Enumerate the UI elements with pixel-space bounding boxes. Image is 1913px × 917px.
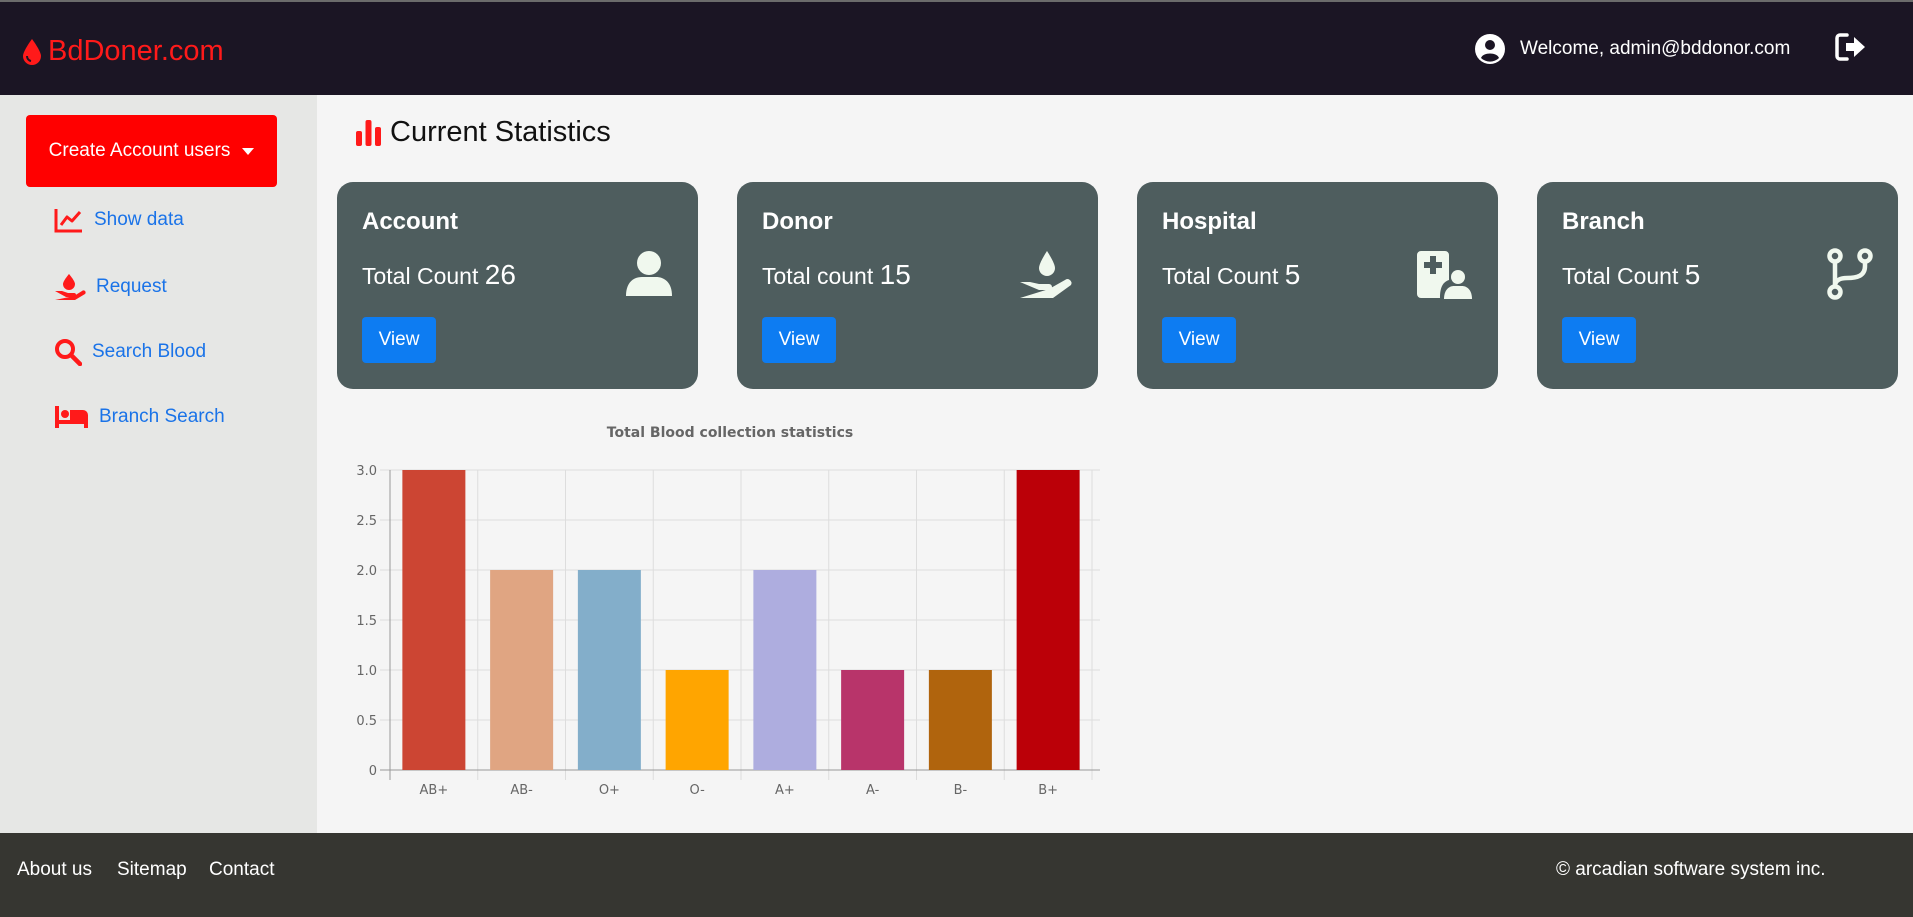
blood-collection-chart: Total Blood collection statistics 0 0.5 1.…	[340, 425, 1100, 795]
y-tick-label: 2.5	[356, 514, 377, 529]
account-view-button[interactable]: View	[362, 317, 436, 363]
footer: About us Sitemap Contact © arcadian soft…	[0, 833, 1913, 917]
create-account-users-dropdown[interactable]: Create Account users	[26, 115, 277, 187]
code-branch-icon	[1827, 248, 1873, 300]
card-count-label: Total count	[762, 263, 874, 289]
sidebar-item-label: Request	[96, 276, 167, 297]
blood-drop-icon	[23, 38, 41, 65]
sidebar-item-show-data[interactable]: Show data	[54, 207, 184, 233]
x-tick-label: AB-	[510, 783, 533, 795]
branch-card: Branch Total Count 5 View	[1537, 182, 1898, 389]
line-chart-icon	[54, 209, 82, 233]
top-navbar: BdDoner.com Welcome, admin@bddonor.com	[0, 0, 1913, 95]
copyright-text: © arcadian software system inc.	[1556, 859, 1826, 880]
branch-view-button[interactable]: View	[1562, 317, 1636, 363]
x-tick-label: A+	[775, 783, 795, 795]
x-tick-label: B+	[1038, 783, 1058, 795]
card-count: Total Count 26	[362, 259, 516, 291]
card-count-value: 15	[879, 259, 911, 290]
y-tick-label: 1.5	[356, 614, 377, 629]
chart-title: Total Blood collection statistics	[606, 425, 854, 441]
y-tick-label: 1.0	[356, 664, 377, 679]
hand-holding-droplet-icon	[1020, 251, 1072, 298]
bar-a-neg	[841, 670, 905, 770]
sidebar-item-label: Search Blood	[92, 341, 207, 362]
sidebar-item-label: Branch Search	[99, 406, 225, 427]
card-count: Total Count 5	[1162, 259, 1300, 291]
brand-logo[interactable]: BdDoner.com	[22, 35, 224, 68]
card-title: Hospital	[1162, 208, 1257, 235]
sidebar-item-branch-search[interactable]: Branch Search	[54, 405, 225, 429]
page-title-text: Current Statistics	[390, 116, 611, 148]
welcome-user: Welcome, admin@bddonor.com	[1475, 34, 1790, 64]
x-tick-label: A-	[866, 783, 880, 795]
welcome-text: Welcome, admin@bddonor.com	[1520, 38, 1791, 59]
bar-chart-icon	[356, 119, 381, 146]
hand-blood-icon	[55, 274, 86, 300]
card-count-label: Total Count	[1562, 263, 1679, 289]
page-title: Current Statistics	[355, 116, 611, 149]
y-tick-label: 0	[369, 764, 377, 779]
card-title: Account	[362, 208, 458, 235]
x-tick-label: AB+	[420, 783, 449, 795]
sidebar-item-search-blood[interactable]: Search Blood	[54, 338, 206, 366]
y-tick-label: 2.0	[356, 564, 377, 579]
logout-icon[interactable]	[1835, 32, 1867, 62]
card-count-value: 5	[1284, 259, 1301, 290]
x-tick-label: O+	[599, 783, 620, 795]
footer-link-about[interactable]: About us	[17, 859, 92, 880]
footer-link-contact[interactable]: Contact	[209, 859, 275, 880]
card-count-value: 5	[1684, 259, 1701, 290]
bar-o-neg	[665, 670, 729, 770]
account-card: Account Total Count 26 View	[337, 182, 698, 389]
card-title: Branch	[1562, 208, 1645, 235]
sidebar: Create Account users Show data Request S…	[0, 95, 317, 833]
hospital-card: Hospital Total Count 5 View	[1137, 182, 1498, 389]
bar-o-negpos	[577, 570, 641, 770]
create-account-label: Create Account users	[48, 140, 231, 161]
donor-view-button[interactable]: View	[762, 317, 836, 363]
card-title: Donor	[762, 208, 833, 235]
bar-ab-negpos	[402, 470, 466, 770]
x-tick-label: O-	[689, 783, 705, 795]
y-tick-label: 3.0	[356, 464, 377, 479]
bed-icon	[55, 406, 88, 428]
card-count-value: 26	[484, 259, 516, 290]
hospital-user-icon	[1417, 251, 1472, 299]
search-icon	[55, 339, 82, 366]
donor-card: Donor Total count 15 View	[737, 182, 1098, 389]
chart-plot-area: 0 0.5 1.0 1.5 2.0 2.5 3.0 AB+ AB- O+ O- A+ A- B- B+	[356, 464, 1100, 795]
card-count: Total count 15	[762, 259, 911, 291]
card-count-label: Total Count	[362, 263, 479, 289]
bar-b-neg	[928, 670, 992, 770]
card-count: Total Count 5	[1562, 259, 1700, 291]
sidebar-item-label: Show data	[94, 209, 184, 230]
card-count-label: Total Count	[1162, 263, 1279, 289]
user-icon	[626, 251, 672, 296]
user-circle-icon	[1475, 34, 1505, 64]
bar-b-negpos	[1016, 470, 1080, 770]
sidebar-item-request[interactable]: Request	[54, 273, 167, 301]
bar-ab-neg	[490, 570, 554, 770]
footer-link-sitemap[interactable]: Sitemap	[117, 859, 187, 880]
hospital-view-button[interactable]: View	[1162, 317, 1236, 363]
brand-name: BdDoner.com	[48, 35, 224, 67]
y-tick-label: 0.5	[356, 714, 377, 729]
bar-a-negpos	[753, 570, 817, 770]
caret-down-icon	[242, 147, 255, 155]
x-tick-label: B-	[954, 783, 968, 795]
